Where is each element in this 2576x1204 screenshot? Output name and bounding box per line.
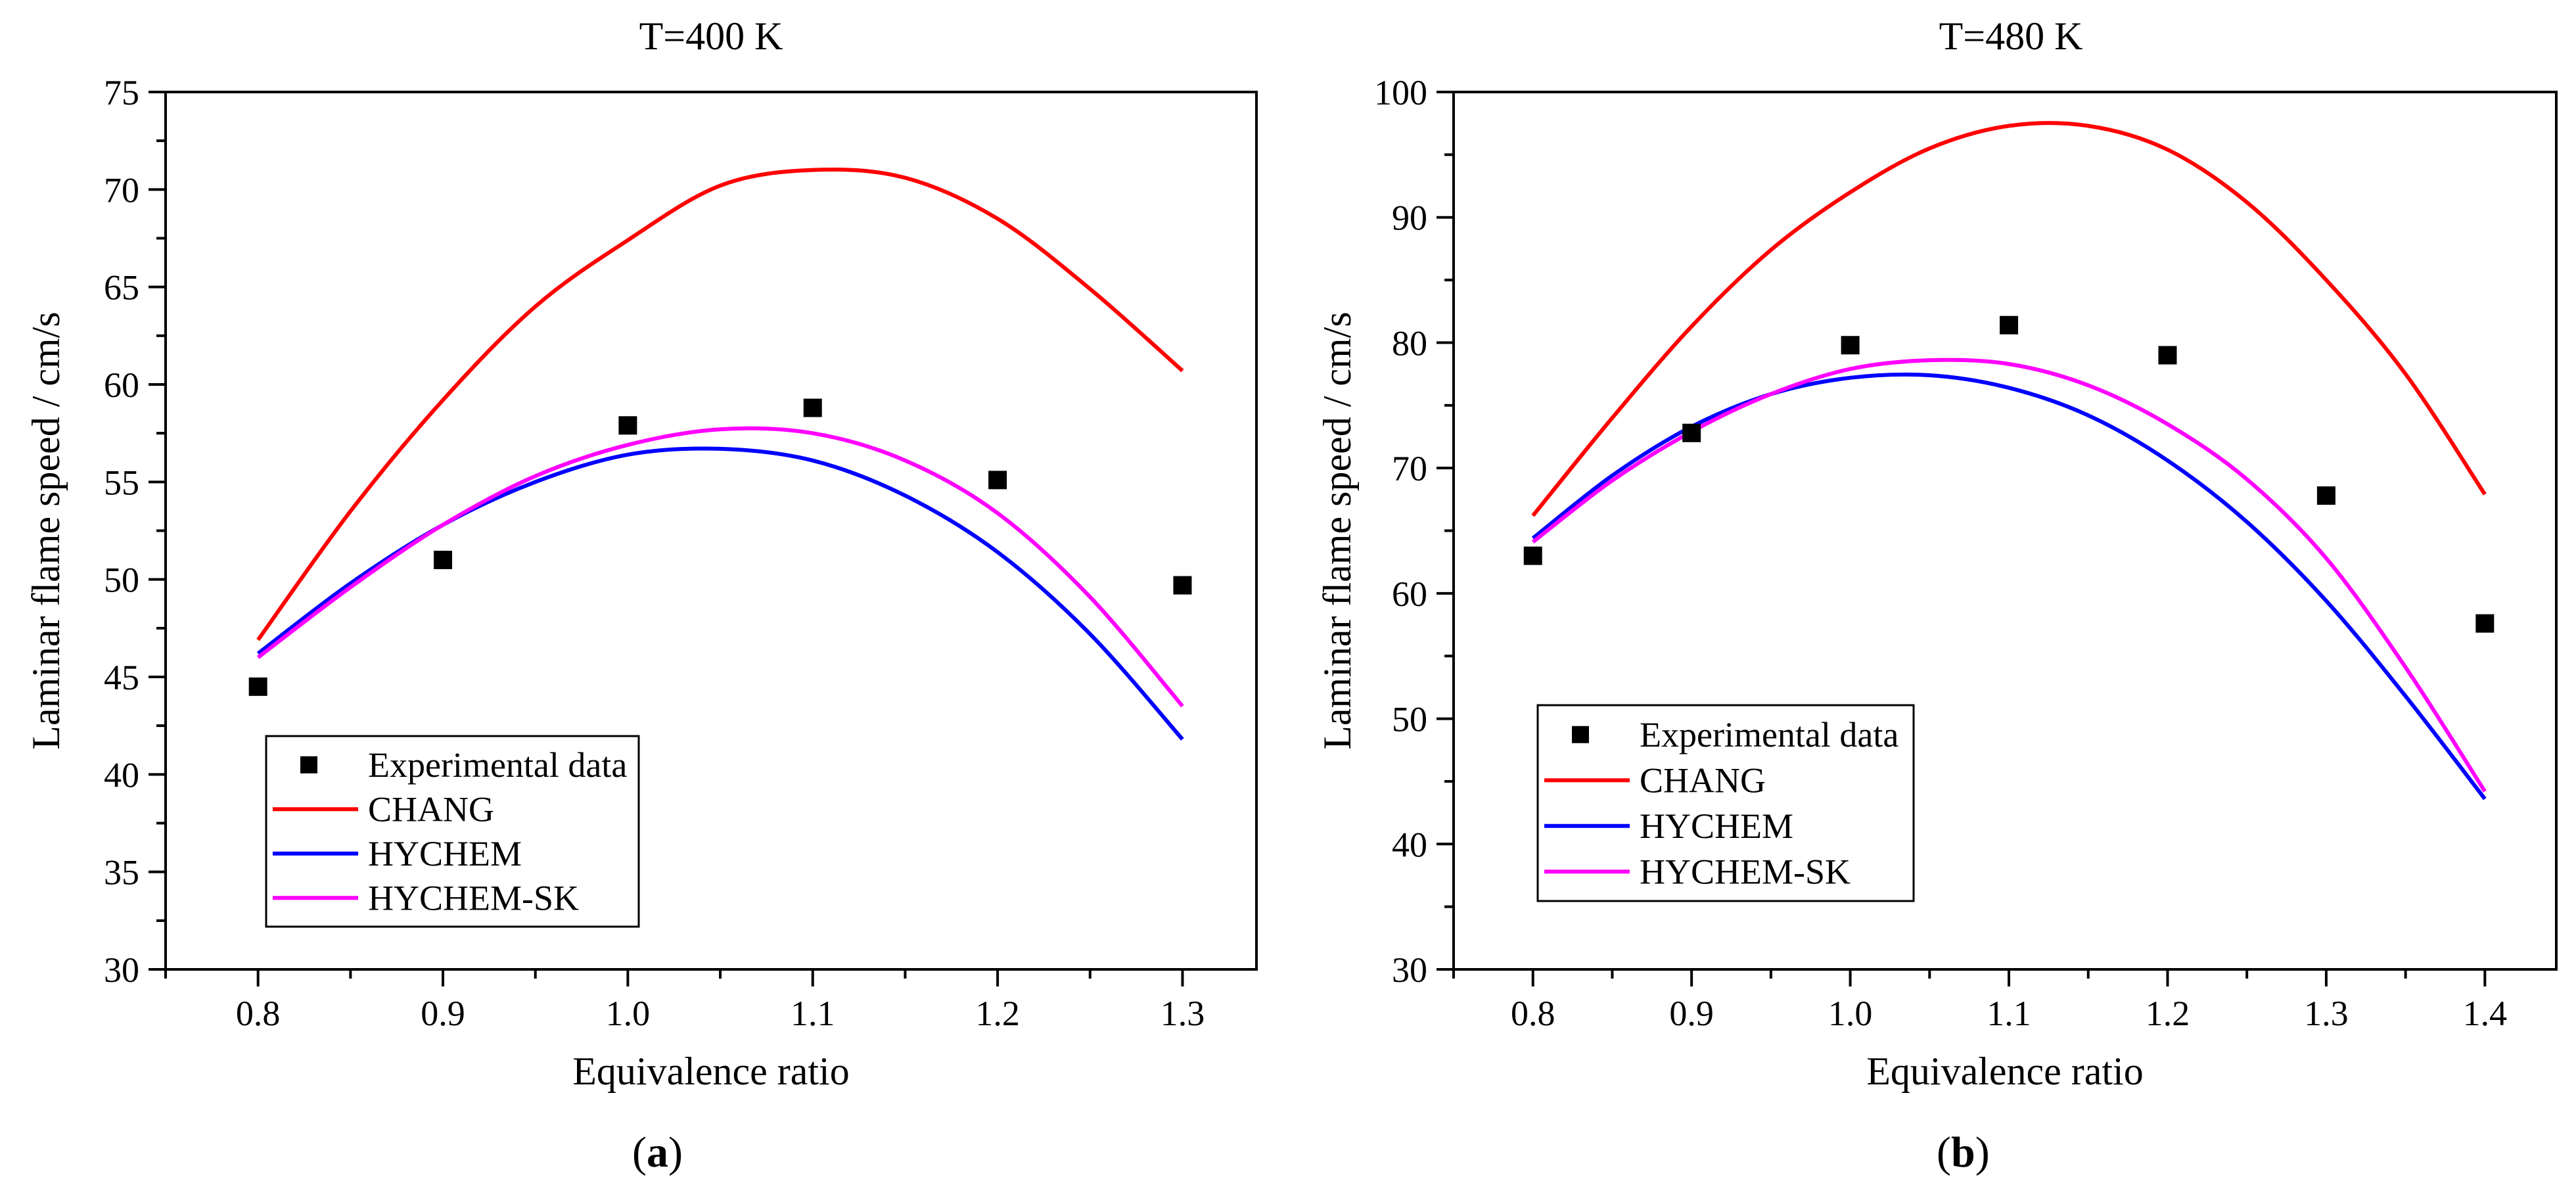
data-point xyxy=(248,677,267,696)
x-tick-label: 1.4 xyxy=(2463,994,2508,1033)
legend-label: HYCHEM xyxy=(1640,806,1793,846)
y-tick-label: 50 xyxy=(104,561,139,600)
legend-box xyxy=(265,735,640,928)
x-axis: 0.8 0.9 1.0 1.1 1.2 1.3 xyxy=(164,969,1205,1033)
x-tick-label: 1.0 xyxy=(606,994,651,1033)
legend-label: Experimental data xyxy=(1640,715,1898,754)
x-tick-label: 1.2 xyxy=(975,994,1020,1033)
y-tick-label: 50 xyxy=(1392,700,1427,739)
x-tick-label: 0.8 xyxy=(1511,994,1555,1033)
x-tick-label: 0.8 xyxy=(236,994,281,1033)
y-tick-label: 45 xyxy=(104,658,139,697)
panel-label: (a) xyxy=(632,1128,683,1176)
x-tick-label: 0.9 xyxy=(1669,994,1714,1033)
x-axis: 0.8 0.9 1.0 1.1 1.2 1.3 1.4 xyxy=(1452,969,2508,1033)
data-point xyxy=(988,471,1007,490)
x-axis-title: Equivalence ratio xyxy=(1866,1050,2143,1093)
legend: Experimental data CHANG HYCHEM HYCHEM-SK xyxy=(1536,704,1915,902)
x-tick-label: 1.2 xyxy=(2146,994,2190,1033)
x-tick-label: 1.1 xyxy=(1987,994,2031,1033)
data-point xyxy=(2158,346,2177,365)
chart-panel-b: T=480 K 0.8 0.9 1.0 1.1 1.2 1.3 1.4 30 40 50 60 70 80… xyxy=(1316,14,2558,1176)
x-tick-label: 1.3 xyxy=(1161,994,1205,1033)
legend-marker xyxy=(1572,726,1589,743)
y-tick-label: 55 xyxy=(104,463,139,502)
x-axis-title: Equivalence ratio xyxy=(572,1050,849,1093)
y-tick-label: 75 xyxy=(104,73,139,112)
x-tick-label: 0.9 xyxy=(421,994,465,1033)
y-tick-label: 70 xyxy=(1392,449,1427,488)
legend-box xyxy=(1536,704,1915,902)
data-point xyxy=(1523,546,1542,565)
y-tick-label: 60 xyxy=(104,365,139,405)
data-point xyxy=(618,416,637,435)
legend-label: Experimental data xyxy=(368,745,627,785)
data-point xyxy=(2475,614,2495,633)
chart-title: T=400 K xyxy=(639,14,783,58)
y-axis-title: Laminar flame speed / cm/s xyxy=(1316,312,1359,749)
y-tick-label: 60 xyxy=(1392,574,1427,614)
legend-label: CHANG xyxy=(368,789,494,829)
series-line-hychem xyxy=(256,446,1184,741)
chart-panel-a: T=400 K 0.8 0.9 1.0 1.1 1.2 1.3 30 35 40 45 50 55 60 6… xyxy=(24,14,1258,1176)
legend-label: HYCHEM xyxy=(368,834,522,873)
y-tick-label: 35 xyxy=(104,853,139,892)
data-point xyxy=(1682,423,1701,442)
y-axis: 30 40 50 60 70 80 90 100 xyxy=(1374,73,1454,990)
legend-label: CHANG xyxy=(1640,760,1766,800)
series-line-hychem-sk xyxy=(256,426,1184,708)
x-tick-label: 1.1 xyxy=(791,994,835,1033)
y-tick-label: 90 xyxy=(1392,198,1427,238)
series-line-chang xyxy=(1531,121,2487,517)
panel-label: (b) xyxy=(1937,1128,1990,1176)
data-point xyxy=(434,551,453,569)
y-tick-label: 40 xyxy=(1392,825,1427,864)
data-point xyxy=(1841,336,1860,355)
series-line-chang xyxy=(256,167,1184,641)
y-axis: 30 35 40 45 50 55 60 65 70 75 xyxy=(104,73,166,990)
y-tick-label: 80 xyxy=(1392,323,1427,363)
y-tick-label: 40 xyxy=(104,755,139,795)
data-point xyxy=(2316,486,2335,505)
legend-label: HYCHEM-SK xyxy=(1640,852,1851,891)
legend-marker xyxy=(300,756,317,774)
y-tick-label: 30 xyxy=(104,950,139,990)
data-point xyxy=(2000,315,2019,335)
y-tick-label: 100 xyxy=(1374,73,1427,112)
y-tick-label: 65 xyxy=(104,268,139,308)
data-point xyxy=(1173,576,1192,595)
y-axis-title: Laminar flame speed / cm/s xyxy=(24,312,68,749)
x-tick-label: 1.0 xyxy=(1828,994,1873,1033)
data-point xyxy=(803,398,822,417)
chart-title: T=480 K xyxy=(1939,14,2083,58)
y-tick-label: 30 xyxy=(1392,950,1427,990)
x-tick-label: 1.3 xyxy=(2304,994,2349,1033)
y-tick-label: 70 xyxy=(104,170,139,210)
legend-label: HYCHEM-SK xyxy=(368,878,579,917)
